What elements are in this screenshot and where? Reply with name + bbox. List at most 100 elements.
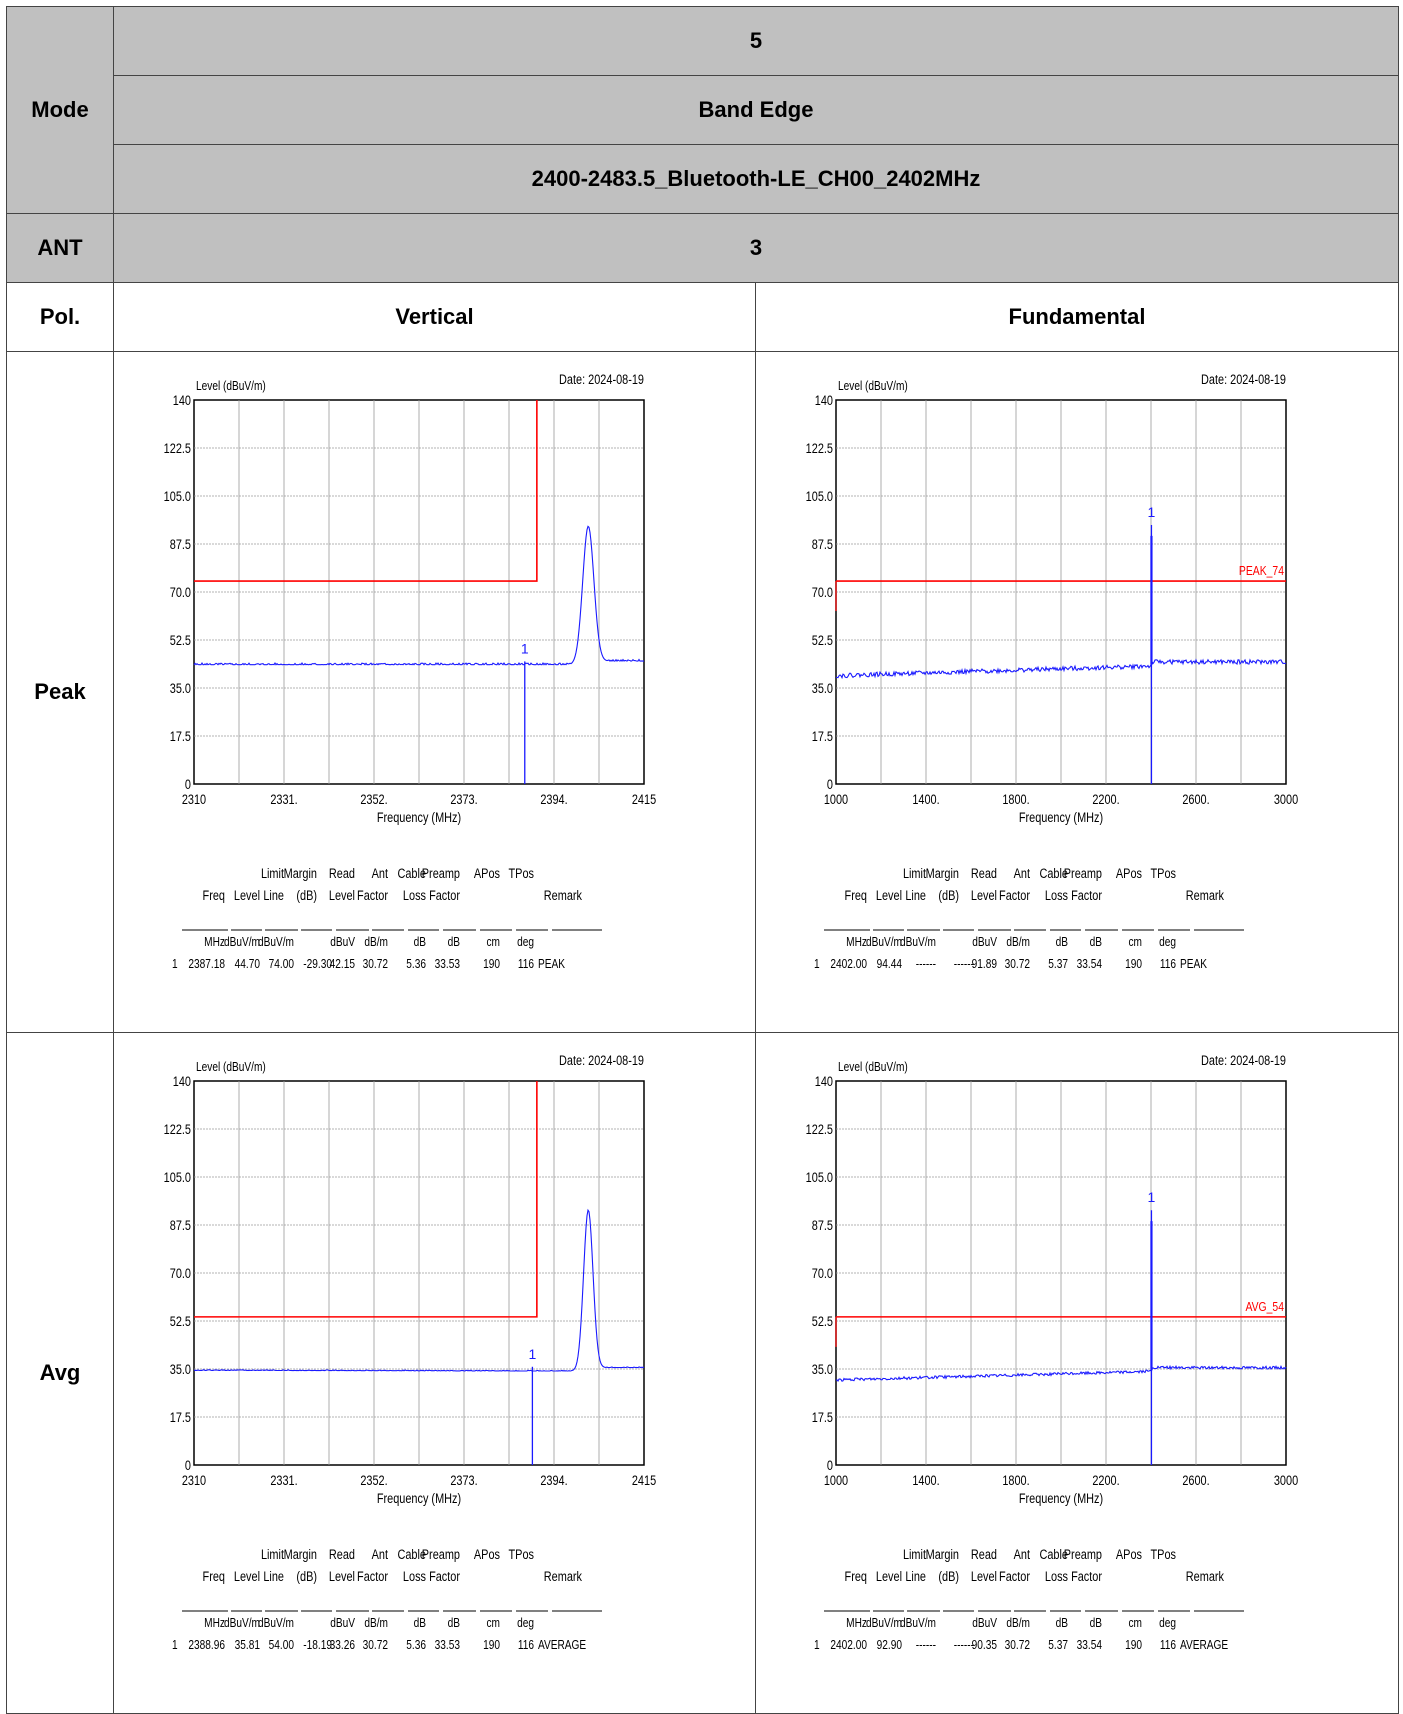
y-tick-label: 0 — [827, 1458, 833, 1474]
x-tick-label: 2600. — [1182, 1473, 1209, 1489]
table-header-line1: Cable — [397, 866, 426, 882]
table-header-line2: Factor — [357, 1569, 388, 1585]
table-header-line1: Limit — [261, 866, 284, 882]
table-header-line2: Loss — [1045, 1569, 1068, 1585]
x-tick-label: 2415 — [632, 1473, 656, 1489]
x-tick-label: 2200. — [1092, 792, 1119, 808]
x-tick-label: 2394. — [540, 1473, 567, 1489]
table-cell: 116 — [518, 957, 534, 971]
table-header-line1: Preamp — [422, 1547, 460, 1563]
chart-cell-peak-vertical: 0 17.5 35.0 52.5 70.0 87.5 105.0 122.5 140 2310 23… — [113, 351, 756, 1033]
y-tick-label: 122.5 — [806, 1122, 833, 1138]
y-tick-label: 122.5 — [806, 441, 833, 457]
table-cell: 1 — [172, 957, 178, 971]
table-header-line2: Loss — [1045, 888, 1068, 904]
y-tick-label: 87.5 — [812, 537, 833, 553]
y-tick-label: 105.0 — [164, 1170, 191, 1186]
table-unit: dB — [414, 1616, 427, 1630]
table-header-line1: Read — [971, 1547, 997, 1563]
table-header-line2: Level — [876, 888, 902, 904]
y-tick-label: 140 — [173, 1074, 191, 1090]
table-header-line1: Ant — [372, 866, 389, 882]
y-tick-label: 105.0 — [806, 1170, 833, 1186]
y-tick-label: 17.5 — [812, 729, 833, 745]
x-tick-label: 1400. — [912, 792, 939, 808]
y-axis-label: Level (dBuV/m) — [196, 379, 266, 393]
table-header-line1: TPos — [509, 866, 534, 882]
y-tick-label: 35.0 — [170, 681, 191, 697]
table-header-line1: Preamp — [1064, 1547, 1102, 1563]
table-unit: MHz — [204, 935, 225, 949]
table-header-line2: Remark — [1186, 1569, 1225, 1585]
table-header-line2: Freq — [203, 888, 225, 904]
table-cell: ------ — [916, 1638, 936, 1652]
y-axis-label: Level (dBuV/m) — [196, 1060, 266, 1074]
y-tick-label: 70.0 — [170, 585, 191, 601]
x-axis-label: Frequency (MHz) — [377, 1491, 461, 1507]
table-remark: AVERAGE — [1180, 1638, 1228, 1652]
x-tick-label: 3000 — [1274, 1473, 1298, 1489]
table-cell: 92.90 — [877, 1638, 903, 1652]
y-tick-label: 0 — [827, 777, 833, 793]
table-header-line2: Factor — [357, 888, 388, 904]
chart-cell-avg-fundamental: 0 17.5 35.0 52.5 70.0 87.5 105.0 122.5 140 1000 14… — [755, 1032, 1399, 1714]
table-cell: 54.00 — [269, 1638, 295, 1652]
table-header-line2: Freq — [845, 888, 867, 904]
mode-value-number: 5 — [113, 6, 1399, 76]
table-cell: 42.15 — [330, 957, 355, 971]
table-cell: -29.30 — [303, 957, 332, 971]
table-header-line2: Level — [876, 1569, 902, 1585]
table-header-line2: Freq — [845, 1569, 867, 1585]
table-header-line1: TPos — [1151, 1547, 1176, 1563]
x-tick-label: 2600. — [1182, 792, 1209, 808]
y-axis-label: Level (dBuV/m) — [838, 1060, 908, 1074]
table-cell: 94.44 — [877, 957, 903, 971]
table-header-line1: Cable — [1039, 1547, 1068, 1563]
marker-label: 1 — [529, 1346, 537, 1362]
table-unit: dBuV — [330, 935, 355, 949]
x-tick-label: 1400. — [912, 1473, 939, 1489]
table-header-line2: Loss — [403, 1569, 426, 1585]
marker-label: 1 — [521, 640, 529, 656]
y-tick-label: 0 — [185, 777, 191, 793]
table-header-line2: Freq — [203, 1569, 225, 1585]
table-header-line2: Factor — [1071, 888, 1102, 904]
table-header-line1: Limit — [903, 866, 926, 882]
trace-line — [835, 1364, 1287, 1382]
y-tick-label: 87.5 — [170, 537, 191, 553]
table-header-line2: Line — [905, 888, 926, 904]
y-tick-label: 87.5 — [812, 1218, 833, 1234]
x-axis-label: Frequency (MHz) — [377, 810, 461, 826]
table-header-line1: Preamp — [422, 866, 460, 882]
table-cell: 1 — [814, 957, 820, 971]
table-cell: ------ — [954, 957, 974, 971]
table-header-line1: APos — [474, 866, 500, 882]
table-unit: dB — [1056, 1616, 1069, 1630]
x-tick-label: 2394. — [540, 792, 567, 808]
y-tick-label: 122.5 — [164, 1122, 191, 1138]
table-header-line2: Factor — [999, 888, 1030, 904]
table-unit: cm — [486, 935, 500, 949]
table-cell: 116 — [518, 1638, 534, 1652]
trace-line — [193, 525, 644, 666]
table-cell: ------ — [916, 957, 936, 971]
x-tick-label: 2310 — [182, 792, 206, 808]
table-header-line1: Read — [971, 866, 997, 882]
table-cell: 33.53 — [435, 957, 460, 971]
table-remark: PEAK — [538, 957, 565, 971]
table-cell: 44.70 — [235, 957, 261, 971]
table-header-line2: Factor — [429, 888, 460, 904]
table-cell: 33.54 — [1077, 957, 1103, 971]
table-header-line2: (dB) — [296, 1569, 317, 1585]
table-header-line1: APos — [1116, 866, 1142, 882]
table-header-line2: Remark — [1186, 888, 1225, 904]
x-tick-label: 1000 — [824, 1473, 848, 1489]
table-unit: cm — [486, 1616, 500, 1630]
x-tick-label: 1000 — [824, 792, 848, 808]
table-header-line1: TPos — [509, 1547, 534, 1563]
marker-label: 1 — [1148, 1189, 1156, 1205]
table-cell: 33.26 — [330, 1638, 355, 1652]
table-unit: dBuV — [972, 935, 997, 949]
table-header-line1: Limit — [261, 1547, 284, 1563]
y-tick-label: 52.5 — [170, 633, 191, 649]
